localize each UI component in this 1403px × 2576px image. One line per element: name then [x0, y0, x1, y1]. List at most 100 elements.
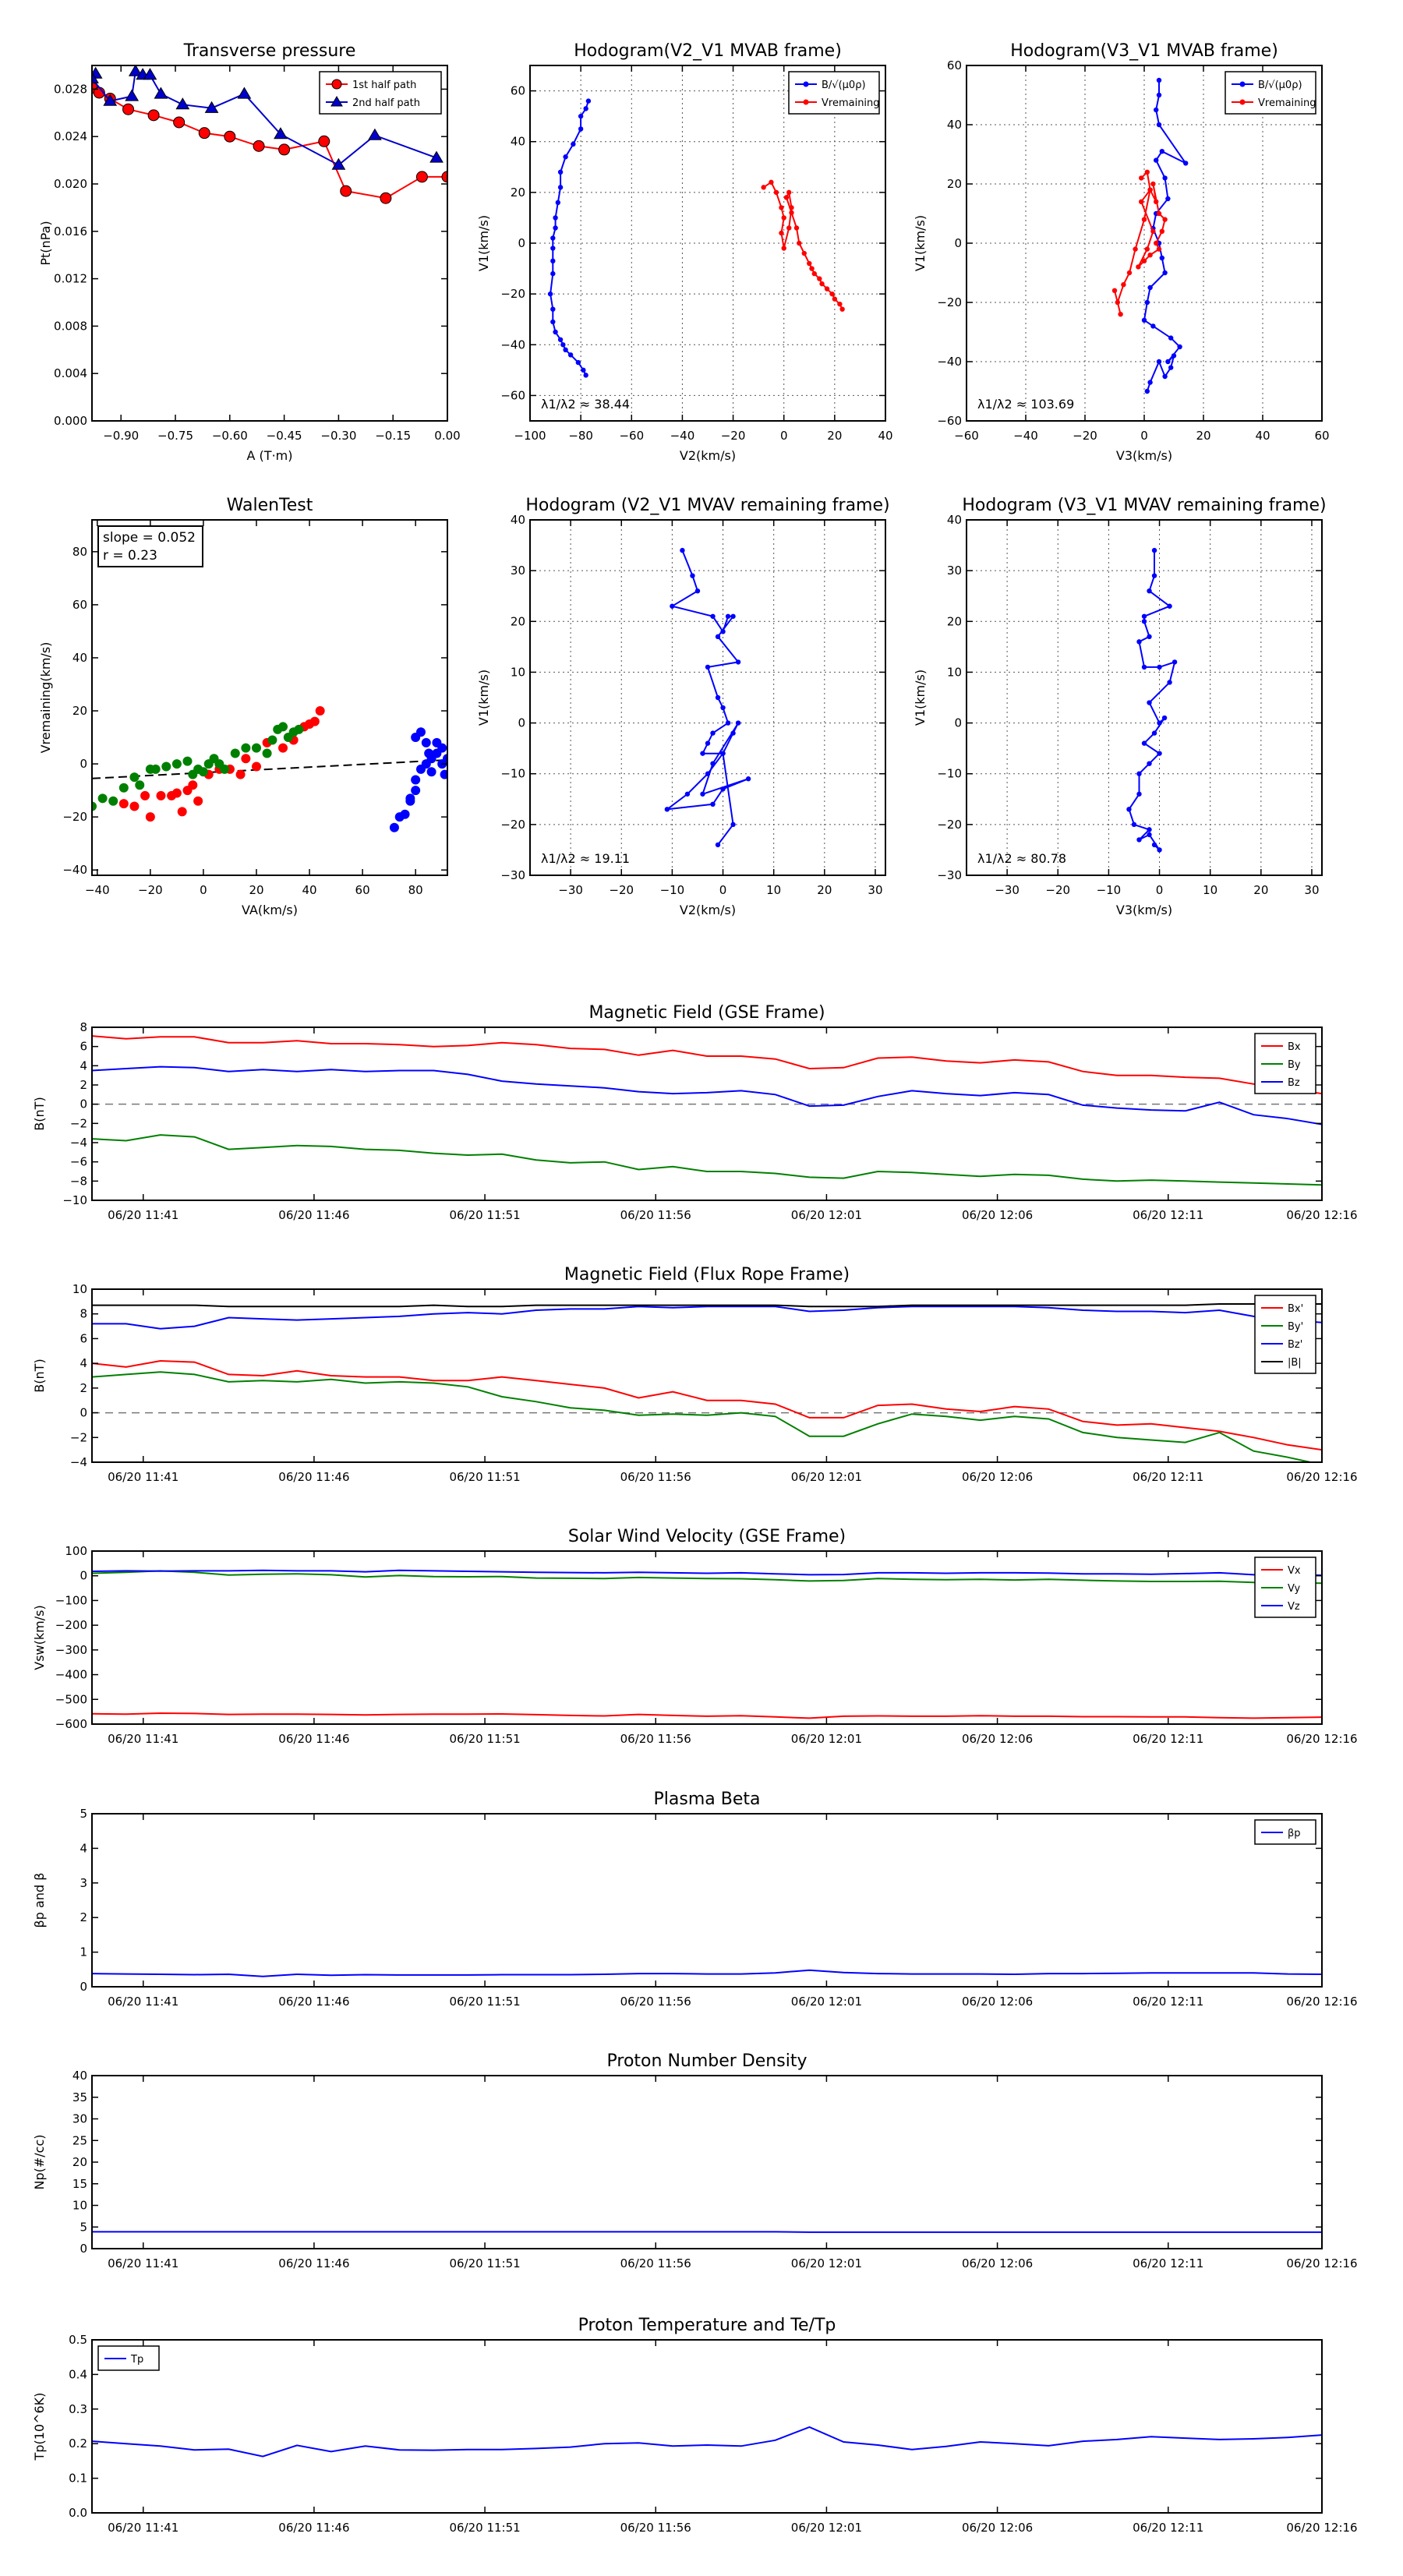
legend: Bx' By' Bz' |B| [1254, 1295, 1316, 1374]
data-point [1156, 359, 1162, 365]
x-axis-label: A (T·m) [247, 448, 293, 463]
data-point [331, 157, 346, 170]
series-group [1126, 547, 1178, 853]
y-tick-label: 8 [80, 1307, 87, 1321]
x-tick-label: 06/20 11:46 [278, 1208, 349, 1222]
data-point [710, 730, 716, 736]
x-tick-label: 06/20 11:51 [449, 1208, 520, 1222]
data-point [1156, 92, 1162, 98]
data-point [161, 761, 171, 772]
data-point [1156, 77, 1162, 83]
x-tick-label: −10 [660, 883, 685, 897]
data-point [690, 573, 695, 578]
y-tick-label: 1 [80, 1945, 87, 1959]
y-tick-label: 4 [80, 1356, 87, 1370]
legend-label: Vremaining [822, 97, 880, 109]
chart-title: Proton Temperature and Te/Tp [578, 2316, 836, 2335]
data-point [235, 769, 246, 779]
series-group [92, 706, 447, 832]
legend-label: βp [1288, 1828, 1301, 1839]
y-tick-label: −2 [70, 1116, 87, 1130]
data-point [1168, 335, 1174, 341]
data-point [710, 761, 716, 766]
x-tick-label: 60 [355, 883, 370, 897]
data-point [267, 735, 277, 745]
data-point [204, 101, 219, 113]
data-point [1157, 751, 1162, 756]
y-tick-label: −200 [55, 1618, 87, 1632]
series-group [92, 1302, 1322, 1462]
x-tick-label: 30 [868, 883, 882, 897]
y-axis-label: Tp(10^6K) [32, 2393, 47, 2461]
x-tick-label: 0 [200, 883, 207, 897]
y-tick-label: −40 [937, 355, 962, 369]
data-point [147, 109, 160, 122]
data-point [278, 743, 288, 753]
y-tick-label: 0 [80, 757, 87, 771]
data-point [705, 771, 711, 776]
data-point [725, 613, 731, 619]
data-point [1171, 353, 1177, 359]
y-axis-label: B(nT) [32, 1359, 47, 1392]
y-tick-label: −10 [500, 767, 525, 781]
y-tick-label: 0.012 [54, 272, 87, 286]
series--b--line [92, 1302, 1322, 1308]
x-tick-label: −60 [954, 429, 979, 443]
y-tick-label: 15 [72, 2177, 87, 2191]
data-point [578, 126, 584, 132]
y-tick-label: −600 [55, 1717, 87, 1731]
data-point [92, 801, 97, 811]
data-point [251, 761, 261, 772]
data-point [1141, 613, 1147, 619]
x-tick-label: 06/20 12:01 [791, 1470, 862, 1484]
y-axis-label: Vsw(km/s) [32, 1605, 47, 1670]
data-point [220, 764, 230, 774]
data-point [715, 634, 721, 640]
data-point [1165, 359, 1171, 365]
y-tick-label: 0.4 [69, 2367, 87, 2381]
chart-hodogram-v2-v1-mvav: Hodogram (V2_V1 MVAV remaining frame) −30… [476, 496, 890, 917]
data-point [241, 743, 251, 753]
data-point [547, 291, 553, 297]
data-point [1162, 270, 1168, 276]
legend-label: B/√(μ0ρ) [822, 80, 866, 91]
data-point [1144, 299, 1150, 306]
x-tick-label: −30 [995, 883, 1020, 897]
x-axis-label: V3(km/s) [1116, 448, 1172, 463]
data-point [807, 260, 812, 267]
x-tick-label: 06/20 11:51 [449, 1995, 520, 2009]
y-tick-label: 0.008 [54, 319, 87, 333]
data-point [700, 791, 705, 797]
data-point [1159, 255, 1165, 261]
x-tick-label: 10 [1203, 883, 1217, 897]
x-tick-label: −0.45 [267, 429, 302, 443]
data-point [819, 281, 825, 287]
data-point [809, 266, 815, 271]
series-0-line [1128, 550, 1176, 851]
y-tick-label: −20 [937, 295, 962, 309]
data-point [1147, 588, 1152, 594]
y-tick-label: 10 [947, 665, 962, 679]
x-tick-label: 06/20 12:11 [1133, 1732, 1203, 1746]
data-point [779, 205, 784, 210]
chart-title: Transverse pressure [183, 41, 356, 61]
data-point [411, 733, 421, 743]
y-tick-label: −4 [70, 1455, 87, 1469]
chart-title: Magnetic Field (Flux Rope Frame) [564, 1265, 850, 1284]
x-tick-label: 06/20 12:11 [1133, 1470, 1203, 1484]
chart-title: WalenTest [227, 496, 313, 515]
y-tick-label: −500 [55, 1692, 87, 1706]
data-point [705, 740, 711, 746]
data-point [1177, 344, 1182, 350]
y-tick-label: 0.5 [69, 2333, 87, 2347]
y-tick-label: −20 [500, 818, 525, 832]
data-point [198, 127, 210, 140]
y-axis-label: B(nT) [32, 1097, 47, 1130]
data-point [1147, 761, 1152, 766]
x-tick-label: 06/20 12:11 [1133, 1208, 1203, 1222]
legend-label: Bx' [1288, 1303, 1303, 1315]
data-point [309, 716, 320, 726]
data-point [700, 751, 705, 756]
data-point [811, 270, 818, 277]
data-point [1151, 730, 1157, 736]
